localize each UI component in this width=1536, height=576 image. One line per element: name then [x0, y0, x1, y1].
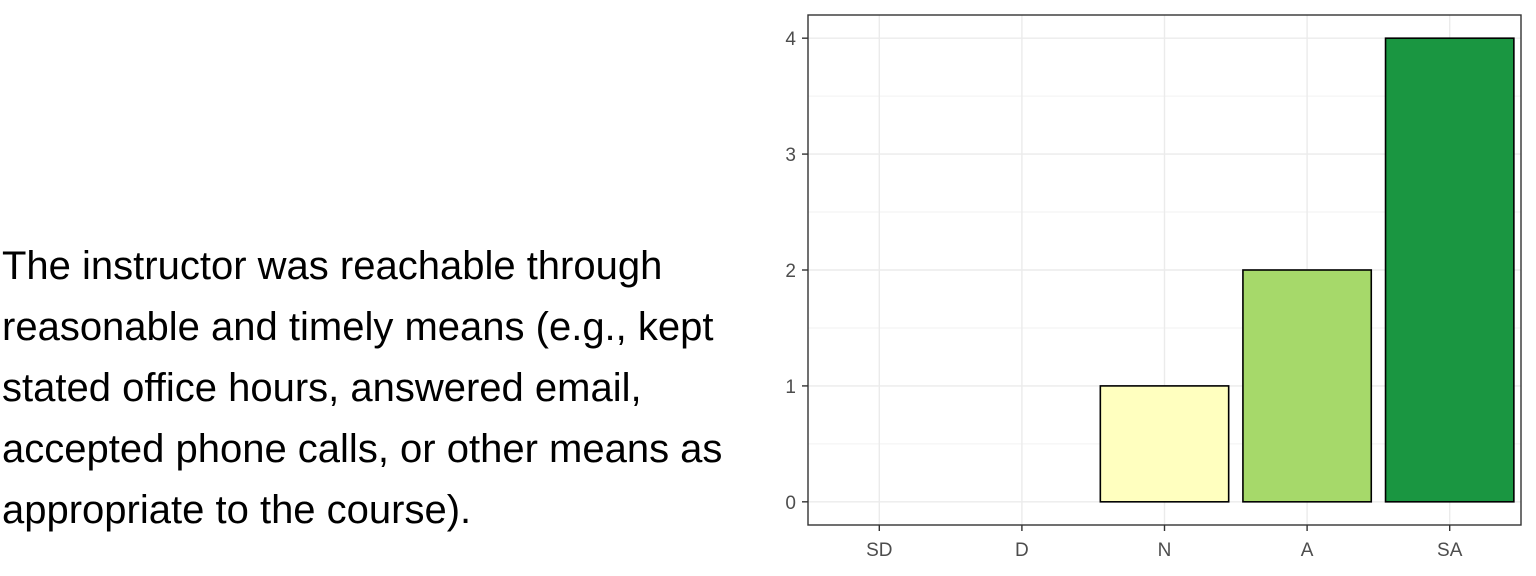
bar-sa	[1384, 37, 1515, 503]
x-tick-label: SA	[1437, 540, 1463, 561]
question-text: The instructor was reachable through rea…	[2, 236, 768, 541]
question-line: accepted phone calls, or other means as	[2, 427, 723, 471]
x-tick-label: N	[1158, 540, 1172, 561]
y-tick-label: 4	[785, 29, 796, 50]
question-panel: The instructor was reachable through rea…	[2, 236, 768, 541]
question-line: stated office hours, answered email,	[2, 366, 642, 410]
question-line: appropriate to the course).	[2, 488, 472, 532]
x-tick-label: A	[1301, 540, 1314, 561]
y-tick-label: 0	[785, 493, 796, 514]
bar-n	[1099, 385, 1230, 503]
question-line: The instructor was reachable through	[2, 244, 663, 288]
x-tick-label: SD	[866, 540, 892, 561]
y-tick-label: 2	[785, 261, 796, 282]
y-tick-label: 1	[785, 377, 796, 398]
question-line: reasonable and timely means (e.g., kept	[2, 305, 714, 349]
y-tick-label: 3	[785, 145, 796, 166]
bar-a	[1242, 269, 1373, 503]
x-tick-label: D	[1015, 540, 1029, 561]
